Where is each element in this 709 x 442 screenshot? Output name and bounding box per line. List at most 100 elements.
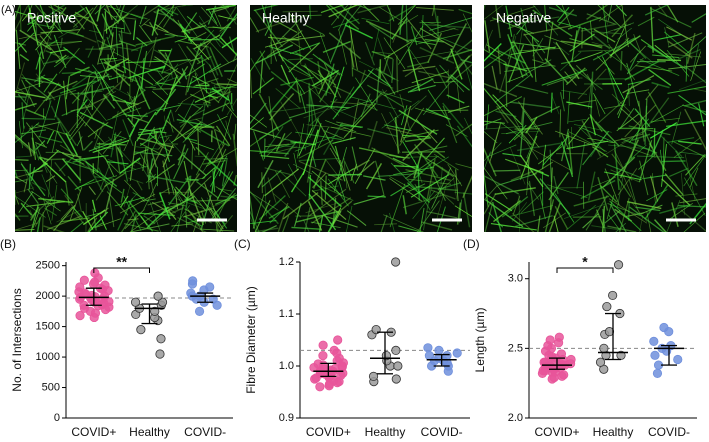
- fibre: [266, 131, 293, 157]
- fibre: [278, 170, 307, 197]
- fibre: [225, 120, 231, 140]
- fibre: [507, 33, 515, 60]
- data-point: [150, 306, 160, 316]
- fibre: [38, 135, 63, 143]
- fibre: [452, 174, 458, 200]
- fibre: [576, 141, 586, 189]
- fibre: [396, 55, 399, 93]
- fibre: [333, 146, 348, 192]
- fibre: [216, 171, 234, 200]
- fibre: [250, 220, 277, 225]
- fibre: [88, 211, 109, 232]
- fibre: [353, 159, 370, 170]
- fibre: [163, 115, 167, 127]
- fibre: [25, 108, 47, 119]
- fibre: [143, 105, 165, 116]
- fibre: [88, 138, 123, 152]
- fibre: [431, 167, 452, 209]
- fibre: [216, 83, 237, 86]
- fibre: [645, 84, 659, 101]
- fibre: [384, 83, 421, 96]
- fibre: [639, 215, 644, 232]
- data-point: [100, 280, 110, 290]
- fibre: [31, 181, 47, 191]
- fibre: [299, 90, 307, 114]
- fibre: [430, 189, 456, 200]
- fibre: [661, 160, 686, 163]
- fibre: [209, 41, 230, 64]
- fibre: [608, 43, 636, 81]
- fibre: [328, 5, 360, 30]
- fibre: [222, 63, 237, 96]
- significance-label: *: [582, 254, 588, 270]
- fibre: [42, 197, 52, 225]
- fibre: [624, 60, 660, 81]
- data-point: [90, 268, 100, 278]
- fibre: [112, 86, 136, 99]
- fibre: [332, 136, 356, 144]
- fibre: [309, 88, 314, 129]
- fibre: [207, 94, 219, 99]
- fibre: [586, 13, 617, 26]
- fibre: [15, 136, 36, 155]
- fibre: [47, 159, 53, 198]
- fibre: [135, 35, 175, 46]
- fibre: [582, 130, 610, 166]
- fibre: [192, 75, 210, 86]
- fibre: [258, 93, 280, 132]
- fibre: [405, 156, 438, 180]
- fibre: [698, 103, 705, 127]
- fibre: [15, 82, 44, 92]
- fibre: [87, 69, 104, 79]
- fibre: [54, 161, 66, 177]
- fibre: [426, 158, 436, 200]
- fibre: [501, 196, 529, 218]
- fibre: [667, 40, 693, 59]
- fibre: [312, 53, 341, 76]
- fibre: [218, 214, 234, 232]
- fibre: [604, 210, 621, 224]
- fibre: [327, 211, 338, 232]
- fibre: [38, 197, 74, 204]
- fibre: [624, 104, 657, 138]
- fibre: [489, 125, 501, 164]
- fibre: [286, 35, 326, 42]
- fibre: [139, 134, 157, 147]
- y-tick-label: 2500: [36, 260, 60, 272]
- fibre: [384, 124, 412, 132]
- fibre: [606, 194, 615, 220]
- fibre: [611, 93, 632, 114]
- fibre: [546, 74, 578, 86]
- fibre: [253, 5, 279, 12]
- fibre: [73, 211, 84, 224]
- fibre: [596, 137, 633, 160]
- fibre: [120, 195, 129, 208]
- fibre: [626, 89, 650, 95]
- fibre: [15, 169, 28, 172]
- fibre: [49, 7, 67, 30]
- fibre: [202, 167, 216, 179]
- fibre: [176, 203, 184, 232]
- fibre: [21, 73, 31, 85]
- fibre: [310, 221, 341, 229]
- significance-bracket: [93, 267, 150, 273]
- fibre: [174, 37, 187, 43]
- fibre: [168, 59, 173, 79]
- fibre: [23, 91, 31, 120]
- fibre: [101, 48, 116, 81]
- fibre: [79, 74, 105, 79]
- fibre: [168, 139, 182, 154]
- fibre: [146, 152, 150, 190]
- fibre: [532, 5, 559, 36]
- fibre: [136, 37, 148, 47]
- fibre: [505, 63, 508, 107]
- fibre: [309, 89, 318, 124]
- fibre: [182, 208, 213, 218]
- fibre: [580, 23, 615, 32]
- fibre: [548, 172, 569, 201]
- fibre: [607, 225, 637, 232]
- fibre: [273, 146, 298, 154]
- fibre: [685, 56, 688, 82]
- fibre: [214, 212, 218, 232]
